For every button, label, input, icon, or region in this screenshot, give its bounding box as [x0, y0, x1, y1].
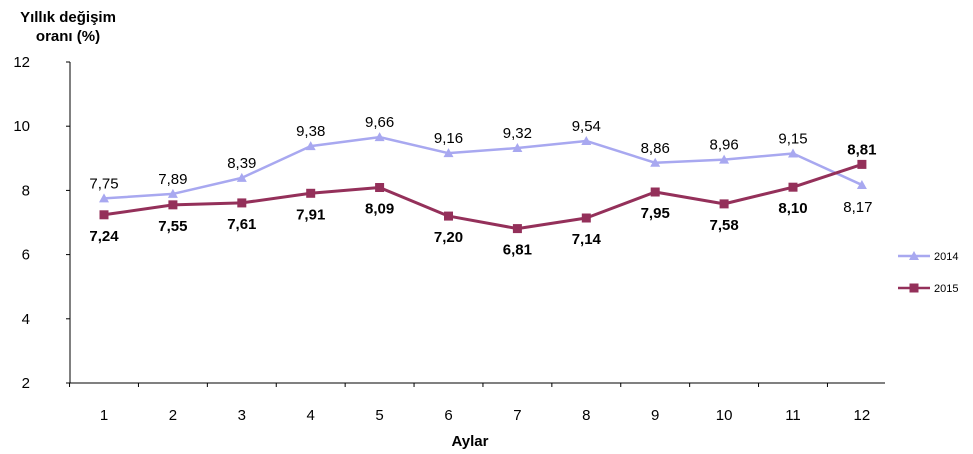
data-point-2014 — [856, 179, 867, 189]
data-label-2015: 7,91 — [296, 206, 325, 223]
data-label-2015: 6,81 — [503, 242, 532, 259]
data-label-2014: 8,86 — [641, 140, 670, 157]
x-tick-label: 1 — [100, 407, 108, 424]
data-point-2014 — [167, 188, 178, 198]
x-tick-label: 2 — [169, 407, 177, 424]
data-label-2014: 9,54 — [572, 118, 601, 135]
data-point-2015 — [857, 159, 867, 169]
x-tick-label: 6 — [444, 407, 452, 424]
data-label-2014: 7,75 — [89, 175, 118, 192]
series-line-2015 — [103, 162, 863, 231]
data-label-2015: 8,09 — [365, 201, 394, 218]
y-tick-label: 10 — [13, 118, 30, 135]
data-label-2015: 7,14 — [572, 231, 602, 248]
x-tick-label: 3 — [238, 407, 246, 424]
data-label-2014: 8,39 — [227, 155, 256, 172]
data-label-2015: 7,61 — [227, 216, 256, 233]
y-axis-title-line-2: oranı (%) — [35, 28, 101, 45]
y-tick-label: 12 — [13, 54, 30, 71]
data-point-2014 — [512, 143, 523, 153]
x-tick-label: 9 — [651, 407, 659, 424]
data-point-2015 — [168, 200, 178, 210]
y-tick-label: 6 — [22, 247, 30, 264]
data-label-2015: 8,10 — [778, 200, 807, 217]
data-point-2014 — [581, 135, 592, 145]
y-tick-label: 4 — [22, 311, 30, 328]
data-label-2014: 8,17 — [843, 199, 872, 216]
y-axis-title-line-1: Yıllık değişim — [20, 9, 116, 26]
data-label-2015: 7,55 — [158, 218, 187, 235]
data-label-2015: 8,81 — [847, 141, 876, 158]
legend: 2014 2015 — [898, 251, 958, 295]
x-tick-label: 8 — [582, 407, 590, 424]
legend-label-2015: 2015 — [934, 283, 958, 295]
data-point-2014 — [719, 154, 730, 164]
y-tick-label: 8 — [22, 182, 30, 199]
data-point-2015 — [444, 211, 453, 221]
x-tick-label: 10 — [716, 407, 733, 424]
data-label-2015: 7,20 — [434, 229, 463, 246]
legend-label-2014: 2014 — [934, 251, 958, 263]
data-label-2015: 7,95 — [641, 205, 670, 222]
data-point-2015 — [788, 182, 798, 192]
data-label-2014: 9,15 — [778, 130, 807, 147]
data-label-2014: 9,38 — [296, 123, 325, 140]
data-label-2014: 7,89 — [158, 171, 187, 188]
x-tick-label: 11 — [785, 407, 801, 424]
x-axis-title: Aylar — [452, 433, 489, 450]
data-point-2014 — [99, 193, 109, 203]
data-point-2014 — [650, 157, 661, 167]
data-point-2014 — [305, 141, 316, 151]
x-tick-label: 7 — [513, 407, 521, 424]
legend-marker-2015 — [909, 283, 919, 293]
data-point-2015 — [650, 187, 660, 197]
data-point-2015 — [375, 183, 385, 193]
data-point-2015 — [719, 199, 729, 209]
data-point-2015 — [306, 188, 316, 198]
data-point-2014 — [443, 148, 454, 158]
data-label-2014: 9,66 — [365, 114, 394, 131]
data-label-2014: 8,96 — [709, 137, 738, 154]
data-label-2014: 9,32 — [503, 125, 532, 142]
data-point-2014 — [236, 172, 247, 182]
data-point-2015 — [237, 198, 247, 208]
data-point-2015 — [99, 210, 109, 220]
data-label-2014: 9,16 — [434, 130, 463, 147]
x-tick-label: 4 — [307, 407, 315, 424]
data-label-2015: 7,24 — [89, 228, 119, 245]
y-tick-label: 2 — [22, 375, 30, 392]
data-point-2014 — [374, 132, 385, 142]
series-group — [99, 132, 867, 234]
x-tick-label: 5 — [375, 407, 383, 424]
data-point-2015 — [581, 213, 591, 223]
data-point-2015 — [512, 224, 522, 234]
y-axis-title: Yıllık değişim oranı (%) — [8, 8, 128, 46]
data-labels: 7,75 7,89 8,39 9,38 9,66 9,16 9,32 9,54 8,86 8,96… — [89, 114, 876, 258]
legend-marker-2014 — [909, 251, 919, 260]
series-line-2014 — [103, 135, 863, 200]
data-label-2015: 7,58 — [709, 217, 738, 234]
x-tick-label: 12 — [854, 407, 871, 424]
data-point-2014 — [788, 148, 798, 158]
